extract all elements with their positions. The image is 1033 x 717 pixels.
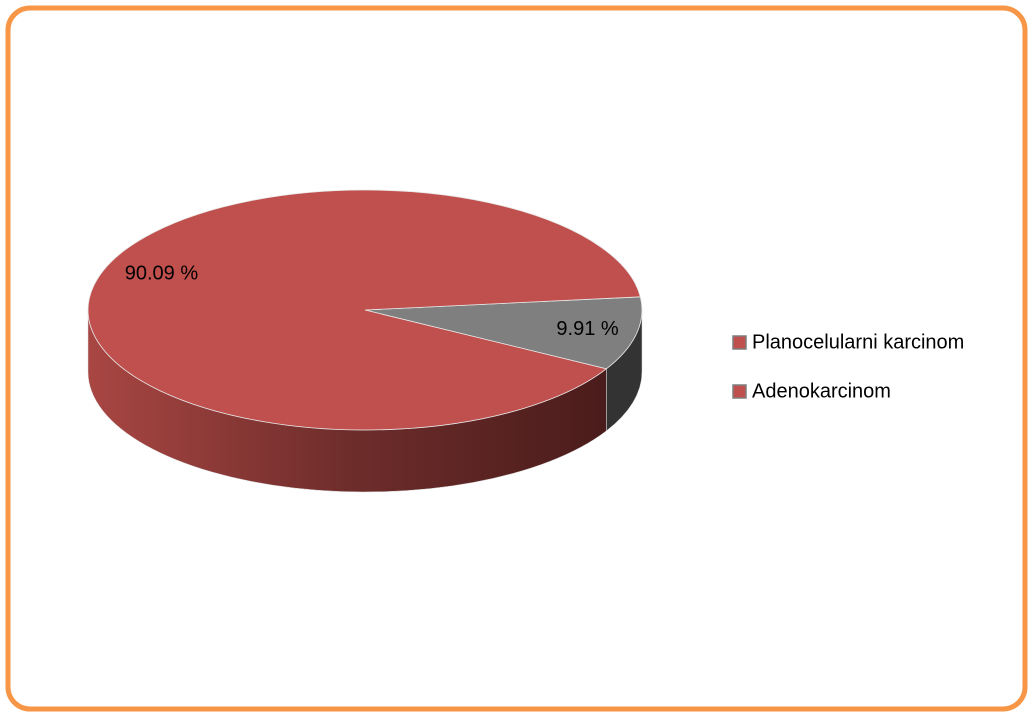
pie: 90.09 % 9.91 % bbox=[87, 189, 643, 493]
data-label: 90.09 % bbox=[125, 262, 199, 284]
legend-swatch bbox=[732, 384, 747, 399]
pie-slice bbox=[87, 189, 641, 431]
legend-label: Planocelularni karcinom bbox=[752, 331, 964, 353]
pie-slice bbox=[364, 296, 643, 370]
legend-swatch bbox=[732, 335, 747, 350]
data-label: 9.91 % bbox=[556, 318, 618, 340]
legend: Planocelularni karcinom Adenokarcinom bbox=[732, 331, 964, 402]
legend-label: Adenokarcinom bbox=[752, 380, 891, 402]
